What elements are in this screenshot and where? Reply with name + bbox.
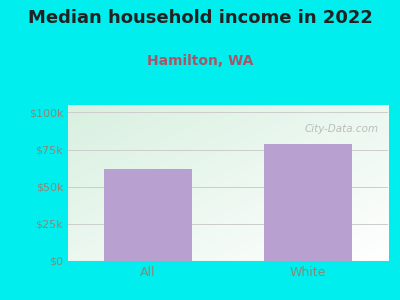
Bar: [264, 144, 352, 261]
Text: Median household income in 2022: Median household income in 2022: [28, 9, 372, 27]
Text: Hamilton, WA: Hamilton, WA: [147, 54, 253, 68]
Text: City-Data.com: City-Data.com: [304, 124, 378, 134]
Bar: [104, 169, 192, 261]
